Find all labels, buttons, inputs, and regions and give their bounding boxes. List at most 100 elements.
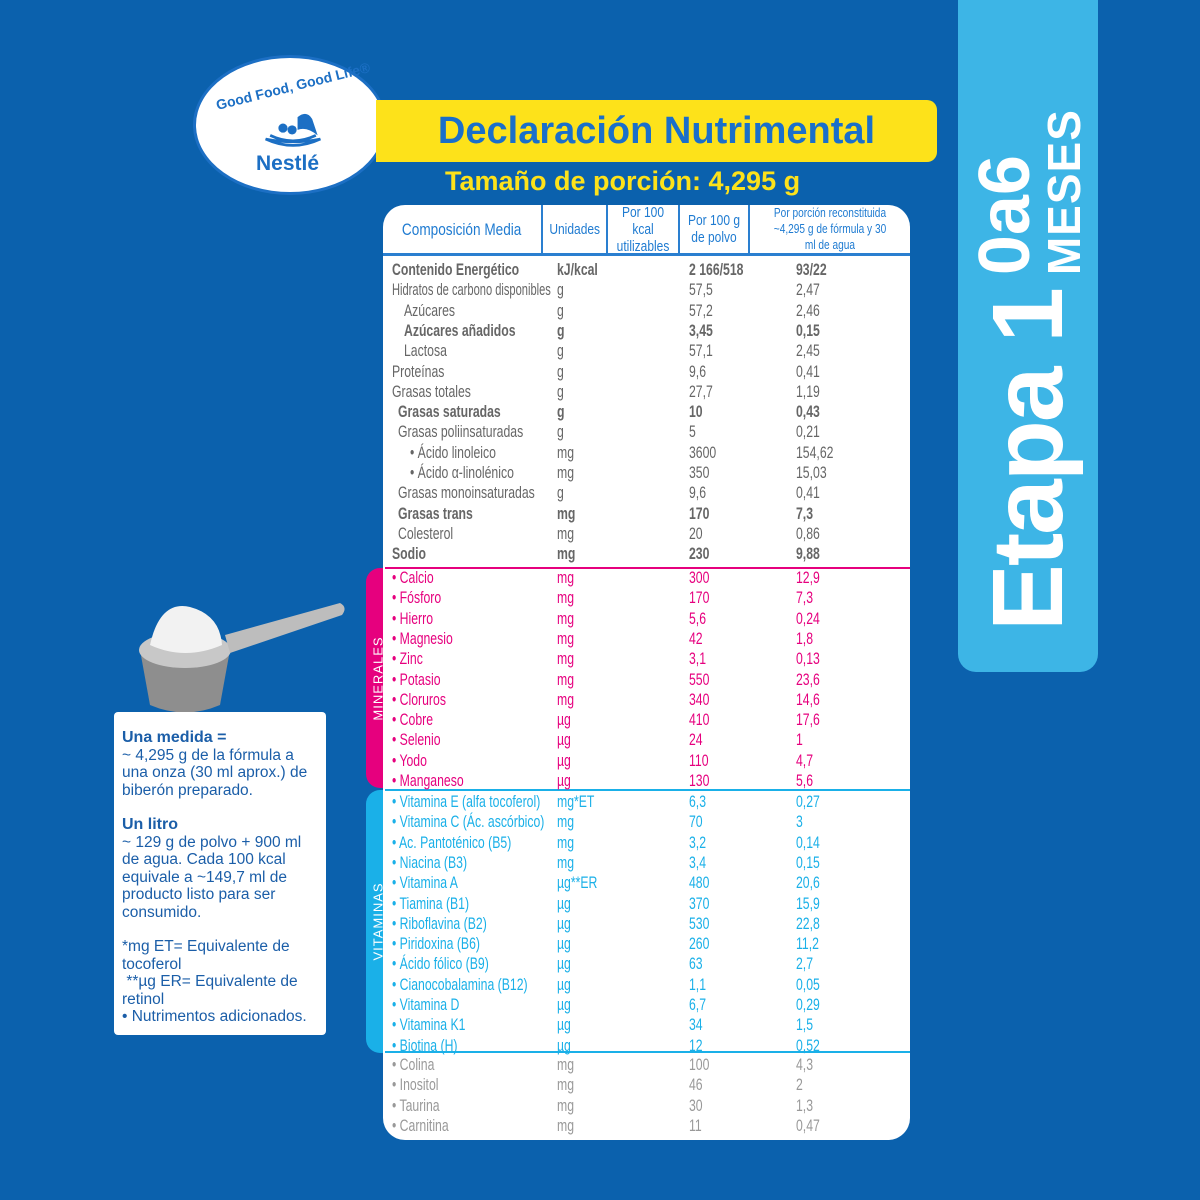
nutrient-unit: mg*ET [557, 792, 595, 811]
table-row: • Zinc mg 3,1 0,13 [383, 649, 910, 669]
header-per-100kcal: Por 100 kcal utilizables [608, 204, 680, 255]
value-per-portion: 9,88 [796, 544, 820, 564]
table-row: • Magnesio mg 42 1,8 [383, 629, 910, 649]
measure-title: Una medida = [122, 729, 227, 746]
nutrient-unit: kJ/kcal [557, 260, 598, 279]
title-banner: Declaración Nutrimental [376, 100, 937, 162]
nutrient-name: • Fósforo [392, 588, 442, 608]
table-row: Lactosa g 57,1 2,45 [383, 341, 910, 361]
nutrient-unit: mg [557, 608, 575, 628]
value-per-100g: 260 [689, 934, 710, 954]
value-per-100g: 9,6 [689, 361, 707, 381]
nutrient-name: • Vitamina A [392, 873, 458, 893]
nutrient-unit: µg [557, 954, 571, 974]
value-per-100g: 42 [689, 628, 703, 648]
value-per-100g: 340 [689, 689, 710, 709]
liter-text: ~ 129 g de polvo + 900 ml de agua. Cada … [122, 833, 302, 921]
nutrient-name: Grasas trans [398, 503, 473, 523]
nutrient-name: • Biotina (H) [392, 1035, 458, 1055]
nutrient-name: • Hierro [392, 608, 434, 628]
nutrient-unit: mg [557, 544, 576, 564]
nutrient-name: • Yodo [392, 750, 427, 770]
value-per-portion: 0,15 [796, 852, 820, 872]
stage-tab [958, 0, 1098, 672]
value-per-portion: 0,29 [796, 995, 820, 1014]
nutrient-name: • Cianocobalamina (B12) [392, 974, 528, 994]
value-per-100g: 3,1 [689, 649, 707, 669]
value-per-100g: 110 [689, 750, 709, 770]
nutrient-unit: µg [557, 771, 571, 790]
stage-etapa: Etapa 1 [971, 289, 1084, 631]
nutrient-unit: mg [557, 523, 575, 543]
table-row: • Tiamina (B1) µg 370 15,9 [383, 894, 910, 914]
nutrient-unit: µg [557, 974, 571, 994]
value-per-100g: 3600 [689, 442, 717, 462]
value-per-100g: 57,1 [689, 341, 713, 361]
nutrient-unit: mg [557, 1075, 575, 1095]
table-row: Grasas saturadas g 10 0,43 [383, 402, 910, 422]
nutrient-name: Azúcares añadidos [404, 320, 516, 340]
table-row: • Vitamina K1 µg 34 1,5 [383, 1015, 910, 1035]
value-per-portion: 20,6 [796, 873, 820, 893]
minerals-divider [385, 567, 910, 569]
table-row: Azúcares g 57,2 2,46 [383, 301, 910, 321]
value-per-100g: 480 [689, 873, 710, 893]
nutrient-unit: g [557, 402, 565, 422]
nutrient-unit: mg [557, 669, 575, 689]
nutrient-name: Azúcares [404, 300, 456, 320]
table-row: • Vitamina C (Ác. ascórbico) mg 70 3 [383, 812, 910, 832]
logo-slogan: Good Food, Good Life® [214, 59, 372, 113]
note-retinol: **µg ER= Equivalente de retinol [122, 973, 302, 1008]
stage-label: Etapa 1 0a6 MESES [965, 109, 1090, 631]
measure-text: ~ 4,295 g de la fórmula a una onza (30 m… [122, 746, 308, 799]
table-row: • Ac. Pantoténico (B5) mg 3,2 0,14 [383, 833, 910, 853]
others-divider [385, 1051, 910, 1053]
value-per-portion: 1,3 [796, 1095, 814, 1115]
value-per-portion: 1,19 [796, 381, 820, 401]
nutrient-name: • Cobre [392, 710, 434, 730]
value-per-portion: 154,62 [796, 442, 834, 462]
nutrient-name: Lactosa [404, 341, 447, 361]
nutrient-name: • Taurina [392, 1095, 440, 1115]
nutrient-name: Colesterol [398, 523, 454, 543]
value-per-100g: 24 [689, 730, 703, 750]
table-row: • Inositol mg 46 2 [383, 1075, 910, 1095]
value-per-100g: 70 [689, 812, 703, 832]
nutrient-unit: mg [557, 442, 575, 462]
table-row: • Piridoxina (B6) µg 260 11,2 [383, 934, 910, 954]
header-units: Unidades [543, 205, 608, 253]
value-per-100g: 6,3 [689, 792, 707, 811]
stage-age: 0a6 [965, 155, 1045, 276]
nutrient-unit: µg [557, 710, 571, 730]
value-per-portion: 0,14 [796, 832, 820, 852]
nutrient-unit: mg [557, 1115, 575, 1135]
value-per-portion: 15,03 [796, 463, 827, 482]
value-per-portion: 0,52 [796, 1035, 820, 1055]
value-per-portion: 12,9 [796, 568, 820, 587]
value-per-100g: 230 [689, 544, 710, 564]
nutrient-unit: g [557, 483, 564, 503]
value-per-portion: 17,6 [796, 710, 820, 730]
value-per-portion: 0,86 [796, 523, 820, 543]
nutrient-name: • Ácido linoleico [410, 442, 496, 462]
value-per-100g: 130 [689, 771, 710, 790]
value-per-portion: 2 [796, 1075, 803, 1095]
nutrient-unit: mg [557, 588, 575, 608]
value-per-portion: 93/22 [796, 260, 827, 279]
nutrient-unit: mg [557, 812, 575, 832]
table-row: • Yodo µg 110 4,7 [383, 751, 910, 771]
table-row: • Carnitina mg 11 0,47 [383, 1116, 910, 1136]
nest-birds-icon [265, 113, 321, 147]
liter-title: Un litro [122, 816, 178, 833]
nutrient-name: • Ac. Pantoténico (B5) [392, 832, 512, 852]
value-per-portion: 2,45 [796, 341, 820, 361]
nutrient-unit: g [557, 280, 564, 300]
nutrient-name: Proteínas [392, 361, 445, 381]
value-per-100g: 34 [689, 1015, 703, 1035]
value-per-portion: 2,47 [796, 280, 820, 300]
nutrient-unit: g [557, 341, 564, 361]
nutrient-unit: g [557, 422, 564, 442]
value-per-portion: 7,3 [796, 588, 814, 608]
value-per-100g: 5,6 [689, 608, 707, 628]
table-row: • Riboflavina (B2) µg 530 22,8 [383, 914, 910, 934]
